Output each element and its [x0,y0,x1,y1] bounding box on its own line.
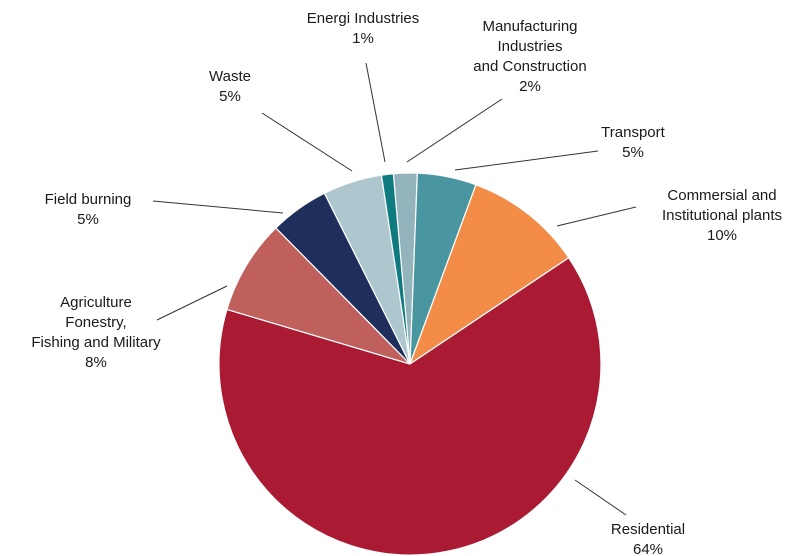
slice-name-line: Residential [611,521,685,538]
slice-value-label: 64% [633,541,663,556]
leader-line-1 [454,150,599,171]
slice-value-label: 8% [85,354,107,371]
slice-label-5: Field burning 5% [45,191,132,228]
slice-label-7: Energi Industries 1% [307,10,420,47]
slice-name-line: Industries [497,38,562,55]
slice-name-line: Fishing and Military [31,334,161,351]
slice-name-line: Commersial and [667,187,776,204]
slice-label-0: Manufacturing Industries and Construction 2… [473,18,586,95]
slice-value-label: 2% [519,78,541,95]
slice-name-line: and Construction [473,58,586,75]
slice-value-label: 5% [219,88,241,105]
pie-slice-4 [226,227,411,365]
pie-slice-3 [218,256,602,556]
slice-name-line: Institutional plants [662,207,782,224]
slice-name-line: Manufacturing [482,18,577,35]
slice-value-label: 1% [352,30,374,47]
pie-slice-7 [380,173,411,365]
leader-line-0 [406,98,503,163]
slice-value-label: 5% [622,144,644,161]
slice-labels: Manufacturing Industries and Construction 2… [31,10,782,556]
slice-value-label: 5% [77,211,99,228]
slice-label-2: Commersial and Institutional plants 10% [662,187,782,244]
leader-line-5 [152,200,284,214]
slice-name-line: Waste [209,68,251,85]
leader-line-7 [365,62,386,163]
pie-slice-2 [408,183,570,366]
slice-name-line: Fonestry, [65,314,126,331]
slice-label-4: Agriculture Fonestry, Fishing and Military… [31,294,161,371]
slice-name-line: Transport [601,124,665,141]
leader-line-3 [574,479,627,516]
pie-slices [218,172,602,556]
slice-label-1: Transport 5% [601,124,665,161]
slice-name-line: Energi Industries [307,10,420,27]
leader-line-2 [556,206,637,227]
slice-value-label: 10% [707,227,737,244]
slice-name-line: Agriculture [60,294,132,311]
leader-line-6 [261,112,353,172]
slice-label-6: Waste 5% [209,68,251,105]
leader-line-4 [156,285,228,321]
leader-lines [152,62,637,516]
slice-label-3: Residential 64% [611,521,685,556]
slice-name-line: Field burning [45,191,132,208]
